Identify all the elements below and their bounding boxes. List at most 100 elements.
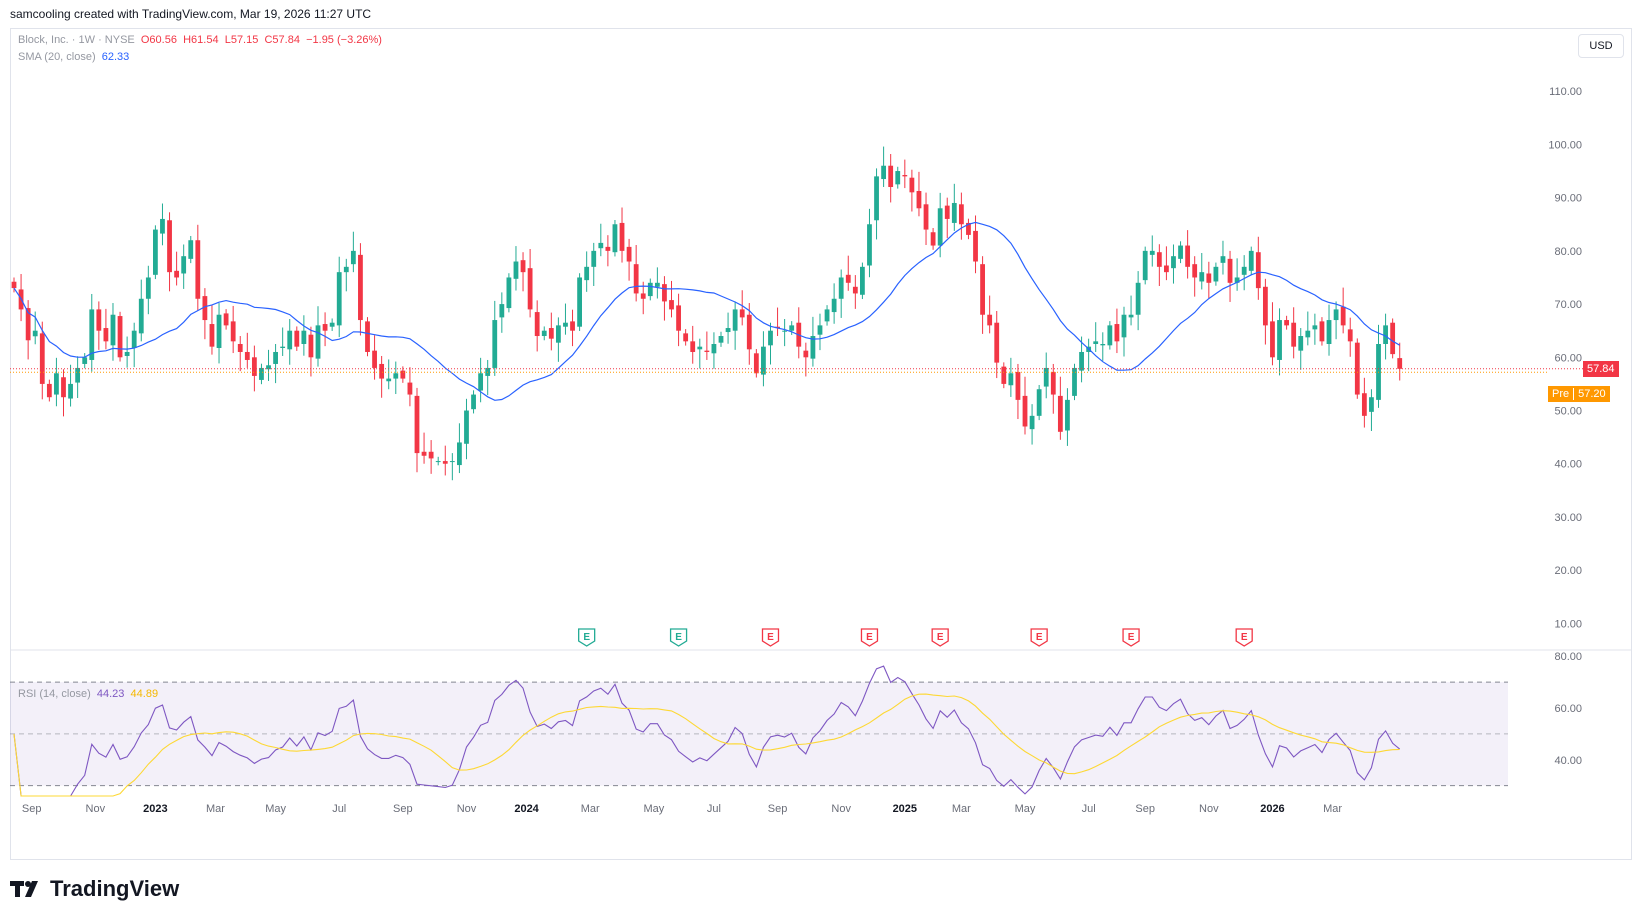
time-axis-label: Jul bbox=[1082, 803, 1096, 815]
candle-body bbox=[216, 314, 222, 348]
candle-body bbox=[153, 229, 158, 275]
candle-body bbox=[499, 304, 505, 318]
candle-body bbox=[1093, 341, 1099, 344]
legend-low: L57.15 bbox=[224, 34, 259, 46]
candle-body bbox=[1397, 358, 1403, 369]
candle-body bbox=[145, 277, 151, 299]
candle-body bbox=[89, 309, 95, 360]
candle-body bbox=[895, 171, 901, 185]
candle-body bbox=[251, 357, 257, 376]
candle-body bbox=[718, 336, 724, 343]
candle-body bbox=[937, 208, 943, 246]
candle-body bbox=[1241, 266, 1247, 275]
time-axis-label: Sep bbox=[393, 803, 413, 815]
candle-body bbox=[1291, 322, 1297, 347]
earnings-marker bbox=[1235, 628, 1253, 647]
candle-body bbox=[506, 277, 512, 309]
time-axis-label: Sep bbox=[768, 803, 788, 815]
earnings-marker bbox=[578, 628, 596, 647]
tradingview-logo-icon bbox=[10, 881, 38, 897]
candle-body bbox=[110, 314, 116, 346]
rsi-axis-tick: 60.00 bbox=[1554, 703, 1582, 715]
candle-body bbox=[994, 322, 1000, 363]
candle-body bbox=[1156, 252, 1162, 267]
candle-body bbox=[1213, 266, 1219, 282]
candle-body bbox=[322, 324, 328, 331]
time-axis-label: Mar bbox=[581, 803, 600, 815]
price-axis-tick: 90.00 bbox=[1554, 193, 1582, 205]
candle-body bbox=[916, 191, 922, 209]
candle-body bbox=[704, 350, 710, 352]
earnings-marker-label: E bbox=[1128, 632, 1135, 643]
time-axis-label: May bbox=[643, 803, 664, 815]
price-axis-tick: 60.00 bbox=[1554, 352, 1582, 364]
last-price-tag: 57.84 bbox=[1583, 360, 1619, 377]
sma-label: SMA (20, close) bbox=[18, 51, 96, 63]
candle-body bbox=[1284, 320, 1289, 326]
candle-body bbox=[301, 330, 307, 344]
candle-body bbox=[1178, 245, 1183, 259]
candle-body bbox=[711, 344, 717, 354]
candle-body bbox=[414, 395, 420, 454]
candle-body bbox=[1220, 256, 1226, 263]
candle-body bbox=[1029, 415, 1035, 430]
time-axis-label: Nov bbox=[457, 803, 477, 815]
candle-body bbox=[669, 300, 674, 310]
candle-body bbox=[287, 330, 293, 350]
logo-text: TradingView bbox=[50, 876, 180, 901]
candle-body bbox=[54, 373, 59, 395]
candle-body bbox=[167, 220, 172, 273]
candle-body bbox=[527, 268, 533, 310]
price-legend: Block, Inc. · 1W · NYSE O60.56 H61.54 L5… bbox=[18, 34, 382, 46]
candle-body bbox=[697, 346, 703, 350]
candle-body bbox=[1128, 314, 1134, 318]
time-axis-label: 2023 bbox=[143, 803, 167, 815]
candle-body bbox=[824, 309, 830, 322]
candle-body bbox=[372, 350, 377, 368]
candle-body bbox=[852, 286, 858, 294]
candle-body bbox=[860, 266, 865, 295]
candle-body bbox=[343, 266, 349, 273]
candle-body bbox=[732, 309, 738, 331]
earnings-marker bbox=[860, 628, 879, 647]
candle-body bbox=[280, 346, 286, 348]
rsi-label: RSI (14, close) bbox=[18, 688, 91, 700]
candle-body bbox=[492, 320, 498, 368]
rsi-ma-value: 44.89 bbox=[130, 688, 159, 700]
candle-body bbox=[1065, 399, 1070, 431]
candle-body bbox=[605, 246, 611, 251]
candle-body bbox=[958, 204, 964, 225]
candle-body bbox=[46, 383, 52, 398]
candle-body bbox=[428, 451, 434, 459]
candle-body bbox=[237, 344, 243, 352]
candle-body bbox=[1340, 306, 1346, 326]
earnings-marker bbox=[669, 628, 688, 647]
candle-body bbox=[541, 330, 547, 337]
chart-frame bbox=[10, 28, 1632, 860]
candle-body bbox=[230, 321, 236, 342]
price-axis-tick: 110.00 bbox=[1549, 86, 1582, 98]
candle-body bbox=[761, 346, 766, 375]
candle-body bbox=[966, 222, 971, 235]
rsi-legend: RSI (14, close) 44.23 44.89 bbox=[18, 688, 158, 700]
candle-body bbox=[1326, 320, 1332, 344]
candle-body bbox=[350, 250, 356, 265]
candle-body bbox=[329, 322, 335, 327]
candle-body bbox=[393, 373, 399, 379]
candle-body bbox=[1192, 264, 1198, 278]
tradingview-logo[interactable]: TradingView bbox=[10, 876, 179, 902]
candle-body bbox=[195, 240, 201, 299]
earnings-marker-label: E bbox=[767, 632, 774, 643]
candle-body bbox=[449, 461, 455, 463]
candle-body bbox=[442, 461, 448, 464]
candle-body bbox=[421, 451, 427, 456]
candle-body bbox=[379, 363, 385, 379]
time-axis-label: Mar bbox=[1323, 803, 1342, 815]
currency-button[interactable]: USD bbox=[1578, 34, 1624, 58]
candle-body bbox=[117, 316, 123, 358]
candle-body bbox=[626, 246, 632, 262]
earnings-marker-label: E bbox=[866, 632, 873, 643]
candle-body bbox=[555, 325, 561, 343]
candle-body bbox=[775, 326, 780, 329]
